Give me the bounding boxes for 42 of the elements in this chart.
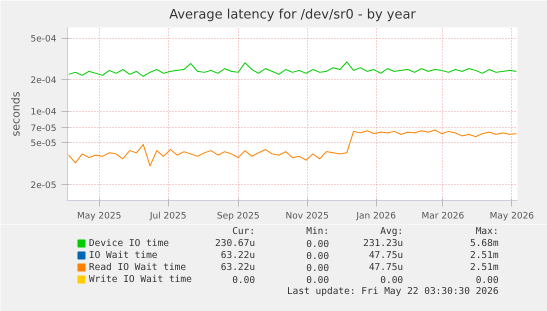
y-tick-label: 5e-04 <box>30 34 57 45</box>
y-tick-label: 5e-05 <box>30 139 57 150</box>
x-tick-label: Jan 2026 <box>355 212 396 222</box>
text: 0.00 <box>476 275 499 286</box>
text: 0.00 <box>306 251 330 262</box>
y-tick-label: 2e-04 <box>30 76 57 86</box>
y-tick-label: 2e-05 <box>30 180 57 191</box>
text: Min: <box>306 226 330 237</box>
text: 230.67u <box>215 238 256 249</box>
x-tick-label: Sep 2025 <box>216 212 260 222</box>
text: 0.00 <box>380 275 404 286</box>
text: 47.75u <box>368 250 404 261</box>
line-series <box>68 61 517 77</box>
text: Cur: <box>232 226 256 237</box>
y-tick-label: 1e-04 <box>30 108 57 118</box>
text: 231.23u <box>363 238 404 249</box>
x-tick-label: Jul 2025 <box>148 212 186 222</box>
text: 63.22u <box>220 250 256 261</box>
y-axis-title: seconds <box>10 91 23 136</box>
text: 47.75u <box>368 262 404 273</box>
legend-label: Read IO Wait time <box>88 262 186 273</box>
text: 5.68m <box>470 238 499 249</box>
line-series <box>68 130 517 166</box>
text: 0.00 <box>306 239 330 250</box>
legend-label: IO Wait time <box>88 250 158 261</box>
text: Avg: <box>380 226 404 237</box>
text: 63.22u <box>220 262 256 273</box>
legend-label: Device IO time <box>88 238 170 249</box>
text: 2.51m <box>470 262 499 273</box>
text: 2.51m <box>470 250 499 261</box>
text: Max: <box>476 226 499 237</box>
chart-title: Average latency for /dev/sr0 - by year <box>169 8 416 22</box>
x-tick-label: May 2026 <box>490 212 534 222</box>
x-tick-label: Mar 2026 <box>422 212 465 222</box>
text: 0.00 <box>306 275 330 286</box>
text: 0.00 <box>232 275 256 286</box>
text: Last update: Fri May 22 03:30:30 2026 <box>286 286 499 297</box>
legend-label: Write IO Wait time <box>88 274 192 285</box>
y-tick-label: 7e-05 <box>30 124 57 134</box>
x-tick-label: May 2025 <box>76 212 122 222</box>
text: 0.00 <box>306 263 330 274</box>
x-tick-label: Nov 2025 <box>286 212 329 222</box>
